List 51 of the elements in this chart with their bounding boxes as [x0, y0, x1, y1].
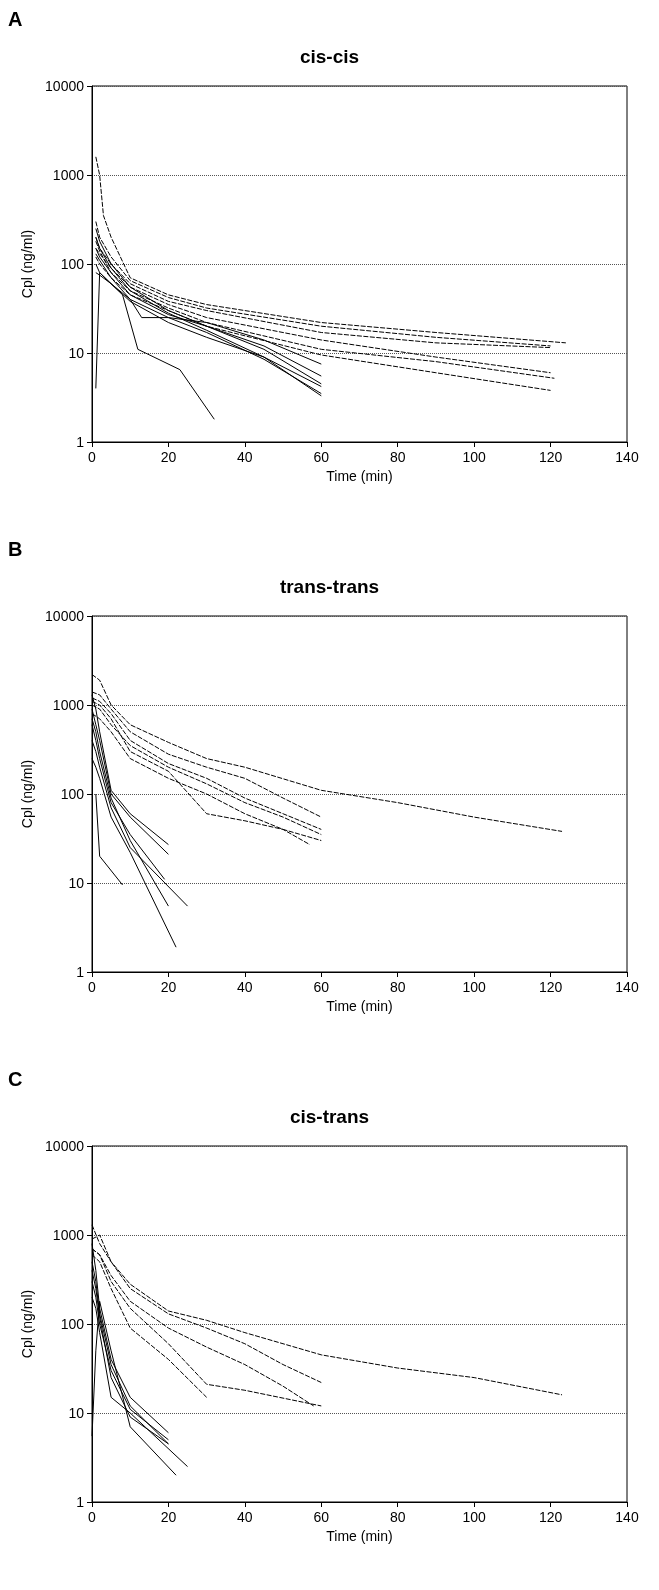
y-tick-label: 10000 — [45, 78, 85, 94]
x-tick-label: 60 — [313, 1509, 330, 1525]
y-axis-title: Cpl (ng/ml) — [19, 1289, 36, 1359]
y-tick-label: 1 — [76, 434, 85, 450]
y-tick-label: 100 — [60, 256, 85, 272]
x-tick-label: 60 — [313, 449, 330, 465]
x-tick-label: 120 — [538, 1509, 563, 1525]
x-tick-label: 120 — [538, 449, 563, 465]
chart-title: cis-trans — [289, 1106, 370, 1127]
x-tick-label: 140 — [615, 1509, 639, 1525]
y-tick-label: 1000 — [52, 697, 85, 713]
text: B — [8, 538, 23, 561]
x-tick-label: 80 — [389, 979, 406, 995]
y-axis-title: Cpl (ng/ml) — [19, 229, 36, 299]
x-axis-title: Time (min) — [326, 997, 393, 1014]
x-tick-label: 80 — [389, 449, 406, 465]
x-tick-label: 100 — [462, 449, 487, 465]
x-tick-label: 40 — [237, 979, 253, 995]
chart-title: trans-trans — [279, 576, 380, 597]
y-tick-label: 100 — [60, 1316, 85, 1332]
x-tick-label: 40 — [237, 449, 253, 465]
chart-title: cis-cis — [299, 46, 360, 67]
x-tick-label: 40 — [237, 1509, 253, 1525]
x-tick-label: 80 — [389, 1509, 406, 1525]
x-axis-title: Time (min) — [326, 1527, 393, 1544]
x-tick-label: 20 — [160, 979, 177, 995]
x-axis-title: Time (min) — [326, 467, 393, 484]
x-tick-label: 20 — [160, 1509, 177, 1525]
x-tick-label: 100 — [462, 979, 487, 995]
x-tick-label: 0 — [88, 449, 97, 465]
y-axis-title: Cpl (ng/ml) — [19, 759, 36, 829]
x-tick-label: 0 — [88, 1509, 97, 1525]
x-tick-label: 100 — [462, 1509, 487, 1525]
y-tick-label: 1000 — [52, 1227, 85, 1243]
y-tick-label: 10 — [68, 345, 85, 361]
y-tick-label: 10000 — [45, 608, 85, 624]
y-tick-label: 10 — [68, 1405, 85, 1421]
x-tick-label: 20 — [160, 449, 177, 465]
x-tick-label: 0 — [88, 979, 97, 995]
x-tick-label: 60 — [313, 979, 330, 995]
text: C — [8, 1068, 23, 1091]
x-tick-label: 140 — [615, 979, 639, 995]
y-tick-label: 10 — [68, 875, 85, 891]
x-tick-label: 120 — [538, 979, 563, 995]
text: A — [8, 8, 23, 31]
y-tick-label: 10000 — [45, 1138, 85, 1154]
y-tick-label: 1 — [76, 1494, 85, 1510]
y-tick-label: 1 — [76, 964, 85, 980]
y-tick-label: 100 — [60, 786, 85, 802]
y-tick-label: 1000 — [52, 167, 85, 183]
x-tick-label: 140 — [615, 449, 639, 465]
